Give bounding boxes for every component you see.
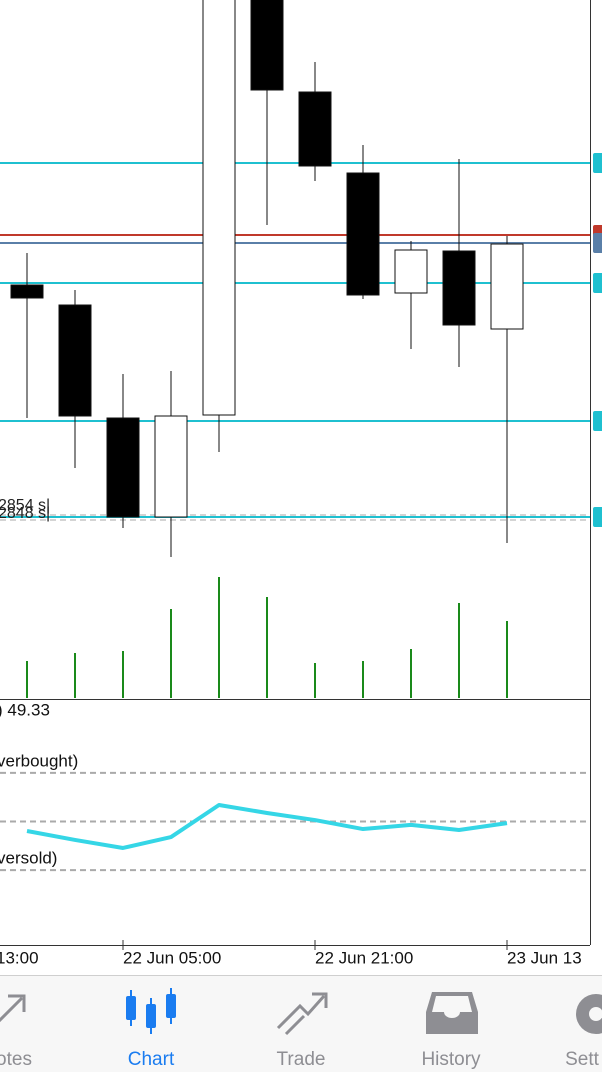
candle-body [10,284,44,299]
settings-icon[interactable] [576,994,602,1034]
level-tag [593,153,602,173]
history-icon[interactable] [426,992,478,1034]
candle-body [250,0,284,91]
tab-label[interactable]: otes [0,1049,32,1070]
time-label: 22 Jun 21:00 [315,948,413,967]
candle-body [154,415,188,518]
candle-body [394,249,428,294]
candle-body [298,91,332,167]
level-tag [593,411,602,431]
candle-body [202,0,236,416]
time-label: 23 Jun 13 [507,948,582,967]
candle-body [346,172,380,296]
level-tag [593,233,602,253]
time-label: 13:00 [0,948,39,967]
tab-label[interactable]: History [421,1049,481,1070]
candle-body [106,417,140,518]
indicator-title: ) 49.33 [0,700,50,719]
tab-label[interactable]: Chart [128,1049,175,1070]
candle-body [442,250,476,326]
trade-icon[interactable] [276,992,328,1036]
level-label: 2848 s| [0,505,50,522]
level-label: 2854 s| [0,497,50,514]
indicator-level-label: verbought) [0,751,78,770]
time-label: 22 Jun 05:00 [123,948,221,967]
tab-bar [0,975,602,1072]
chart-icon[interactable] [126,988,176,1034]
rsi-line [26,802,508,850]
candle-body [58,304,92,417]
level-tag [593,273,602,293]
indicator-level-label: versold) [0,849,57,868]
level-tag [593,507,602,527]
quotes-icon[interactable] [0,994,26,1023]
tab-label[interactable]: Trade [277,1049,326,1070]
candle-body [490,243,524,330]
tab-label[interactable]: Sett [565,1049,600,1070]
